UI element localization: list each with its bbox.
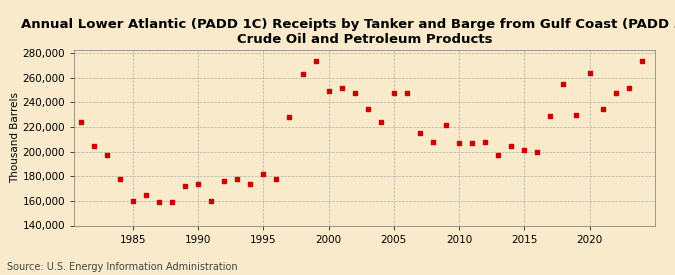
Point (441, 122, 452, 127)
Point (88, 143, 99, 148)
Point (323, 89, 334, 94)
Text: Source: U.S. Energy Information Administration: Source: U.S. Energy Information Administ… (7, 262, 238, 272)
Point (610, 90, 621, 95)
Point (180, 184, 190, 188)
Point (271, 177, 282, 181)
Point (375, 120, 386, 124)
Point (232, 177, 243, 181)
Point (101, 153, 112, 158)
Point (571, 112, 582, 117)
Point (76, 120, 86, 124)
Point (414, 131, 425, 135)
Point (284, 115, 295, 119)
Point (584, 71, 595, 75)
Point (245, 182, 256, 186)
Point (350, 90, 360, 95)
Point (637, 58, 647, 63)
Point (597, 106, 608, 111)
Point (480, 140, 491, 144)
Point (532, 149, 543, 154)
Point (193, 182, 204, 186)
Point (258, 172, 269, 176)
Point (336, 86, 347, 90)
Point (297, 72, 308, 76)
Point (427, 140, 438, 144)
Point (206, 199, 217, 203)
Point (167, 200, 178, 204)
Point (493, 153, 504, 158)
Point (219, 179, 230, 183)
Title: Annual Lower Atlantic (PADD 1C) Receipts by Tanker and Barge from Gulf Coast (PA: Annual Lower Atlantic (PADD 1C) Receipts… (20, 18, 675, 46)
Point (558, 82, 569, 86)
Point (623, 86, 634, 90)
Point (402, 90, 412, 95)
Point (310, 58, 321, 63)
Point (506, 143, 516, 148)
Point (128, 199, 138, 203)
Point (115, 177, 126, 181)
Y-axis label: Thousand Barrels: Thousand Barrels (10, 92, 20, 183)
Point (519, 148, 530, 153)
Point (140, 192, 151, 197)
Point (154, 200, 165, 204)
Point (388, 90, 399, 95)
Point (362, 106, 373, 111)
Point (466, 141, 477, 145)
Point (545, 114, 556, 118)
Point (454, 141, 464, 145)
